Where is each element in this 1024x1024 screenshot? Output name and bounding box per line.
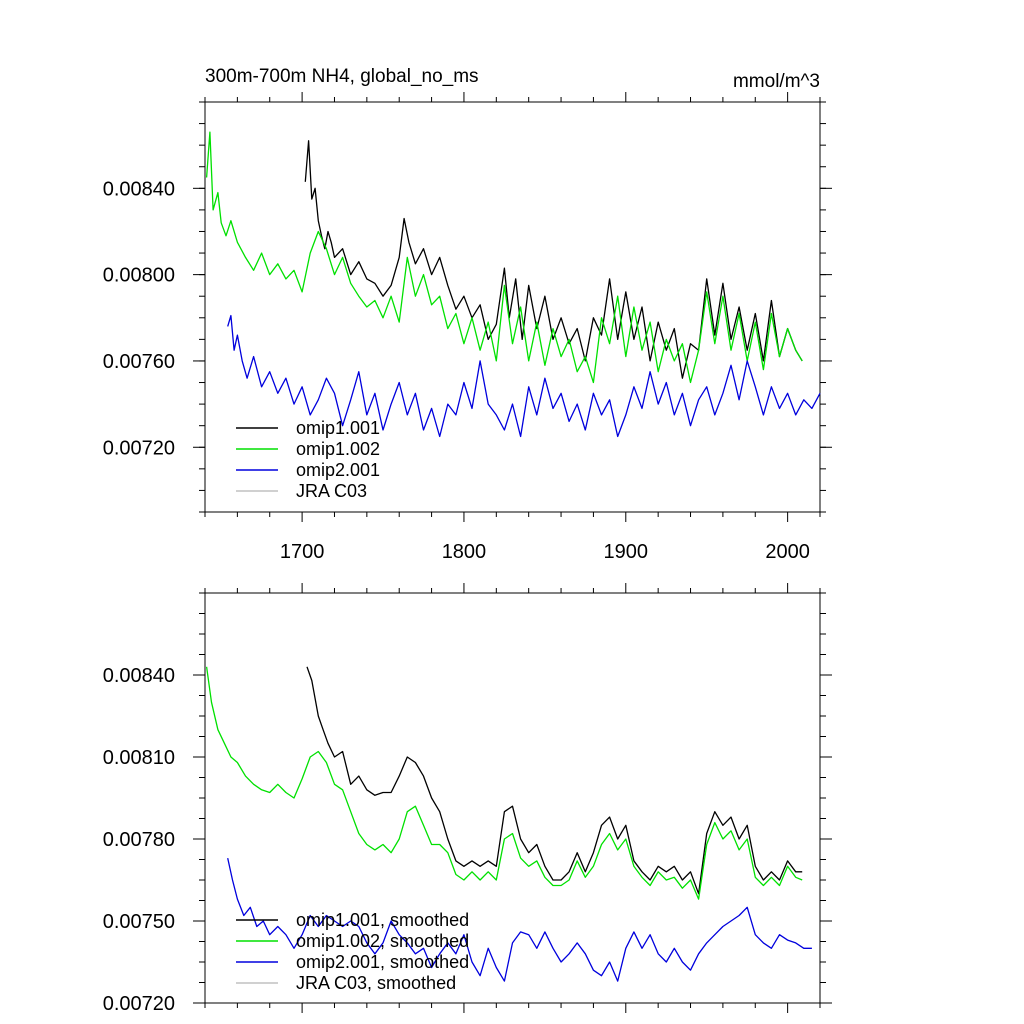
top-x-tick-label: 1700 bbox=[280, 541, 325, 563]
bottom-series-line-3 bbox=[227, 857, 812, 982]
top-axis-ticks: 1700 1800 1900 2000 0.00720 0.00760 0.00800 0.0… bbox=[103, 92, 832, 563]
bottom-series-group bbox=[205, 666, 812, 982]
top-series-line-1 bbox=[304, 140, 803, 379]
bottom-y-tick-label: 0.00750 bbox=[103, 911, 175, 933]
top-y-tick-label: 0.00760 bbox=[103, 351, 175, 373]
top-series-line-2 bbox=[205, 131, 803, 384]
top-x-tick-label: 1800 bbox=[442, 541, 487, 563]
top-panel: 300m-700m NH4, global_no_ms mmol/m^3 170… bbox=[103, 66, 832, 563]
bottom-y-tick-label: 0.00780 bbox=[103, 829, 175, 851]
bottom-y-tick-label: 0.00720 bbox=[103, 993, 175, 1015]
top-legend-label: omip1.002 bbox=[296, 439, 380, 459]
top-legend-label: JRA C03 bbox=[296, 481, 367, 501]
bottom-legend-label: omip2.001, smoothed bbox=[296, 952, 469, 972]
top-y-tick-label: 0.00720 bbox=[103, 437, 175, 459]
top-plot-frame bbox=[204, 101, 821, 513]
top-x-tick-label: 1900 bbox=[604, 541, 649, 563]
bottom-y-tick-label: 0.00810 bbox=[103, 747, 175, 769]
bottom-legend-label: JRA C03, smoothed bbox=[296, 973, 456, 993]
bottom-legend-label: omip1.002, smoothed bbox=[296, 931, 469, 951]
top-y-tick-label: 0.00800 bbox=[103, 265, 175, 287]
top-series-line-3 bbox=[227, 314, 821, 438]
bottom-legend-label: omip1.001, smoothed bbox=[296, 910, 469, 930]
bottom-series-line-2 bbox=[205, 666, 803, 900]
bottom-series-line-1 bbox=[306, 666, 803, 895]
top-title: 300m-700m NH4, global_no_ms bbox=[205, 66, 479, 87]
top-x-tick-label: 2000 bbox=[765, 541, 810, 563]
bottom-panel: 0.00720 0.00750 0.00780 0.00810 0.00840 omip… bbox=[103, 583, 832, 1015]
bottom-axis-ticks: 0.00720 0.00750 0.00780 0.00810 0.00840 bbox=[103, 583, 832, 1015]
top-series-group bbox=[205, 131, 821, 438]
top-y-tick-label: 0.00840 bbox=[103, 178, 175, 200]
top-legend-label: omip2.001 bbox=[296, 460, 380, 480]
top-units: mmol/m^3 bbox=[733, 71, 820, 92]
top-legend-label: omip1.001 bbox=[296, 418, 380, 438]
bottom-y-tick-label: 0.00840 bbox=[103, 665, 175, 687]
